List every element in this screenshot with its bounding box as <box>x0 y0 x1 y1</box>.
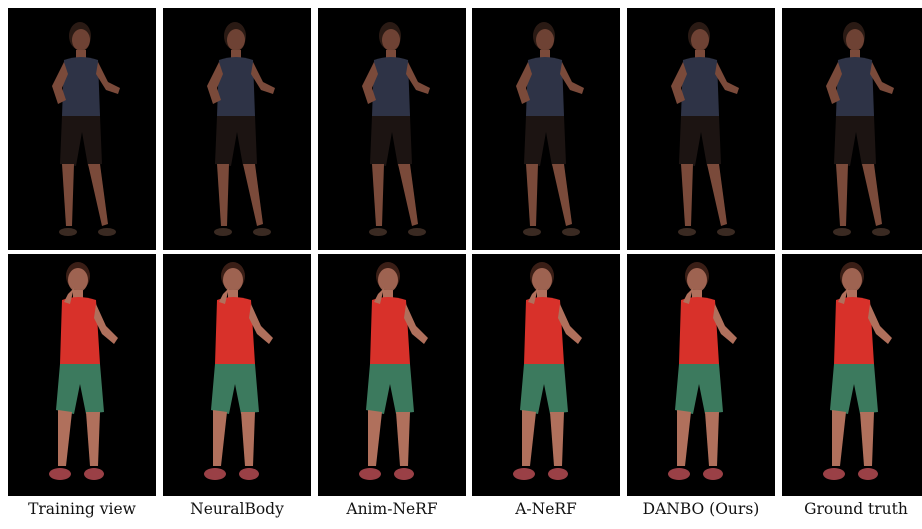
panel-row2-anim-nerf <box>318 254 466 496</box>
caption-danbo: DANBO (Ours) <box>642 500 760 518</box>
figure-render-red-outfit <box>318 254 466 496</box>
figure-render-dark-outfit <box>8 8 156 250</box>
panel-row2-training-view <box>8 254 156 496</box>
caption-anim-nerf: Anim-NeRF <box>346 500 438 518</box>
panel-row1-training-view <box>8 8 156 250</box>
panel-row1-ground-truth <box>782 8 922 250</box>
caption-ground-truth: Ground truth <box>804 500 908 518</box>
figure-render-dark-outfit <box>627 8 775 250</box>
panel-row1-a-nerf <box>472 8 620 250</box>
caption-neuralbody: NeuralBody <box>190 500 284 518</box>
figure-render-dark-outfit <box>318 8 466 250</box>
panel-row1-danbo <box>627 8 775 250</box>
figure-render-dark-outfit <box>782 8 922 250</box>
panel-row2-ground-truth <box>782 254 922 496</box>
caption-a-nerf: A-NeRF <box>515 500 577 518</box>
figure-render-dark-outfit <box>472 8 620 250</box>
panel-row2-danbo <box>627 254 775 496</box>
panel-row2-a-nerf <box>472 254 620 496</box>
figure-render-red-outfit <box>782 254 922 496</box>
figure-render-red-outfit <box>627 254 775 496</box>
figure-render-red-outfit <box>472 254 620 496</box>
figure-render-dark-outfit <box>163 8 311 250</box>
figure-render-red-outfit <box>163 254 311 496</box>
figure-render-red-outfit <box>8 254 156 496</box>
panel-row1-neuralbody <box>163 8 311 250</box>
panel-row2-neuralbody <box>163 254 311 496</box>
caption-training-view: Training view <box>28 500 136 518</box>
panel-row1-anim-nerf <box>318 8 466 250</box>
